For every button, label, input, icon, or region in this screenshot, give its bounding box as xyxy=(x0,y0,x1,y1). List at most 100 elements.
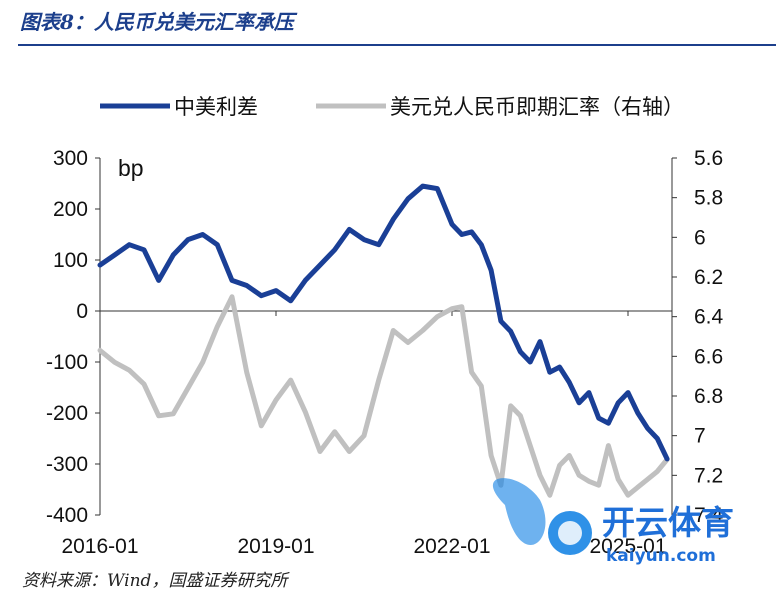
fx-point xyxy=(479,384,483,388)
spread-point xyxy=(171,253,175,257)
watermark-brand: 开云体育 xyxy=(602,503,734,542)
spread-point xyxy=(597,416,601,420)
axes-group: 300 200 100 0 -100 -200 -300 -400 5.6 5.8 6 6.2 6.4 6… xyxy=(46,147,724,558)
fx-point xyxy=(421,329,425,332)
fx-point xyxy=(450,307,454,311)
spread-point xyxy=(406,197,410,201)
spread-point xyxy=(377,243,381,247)
left-tick-label: -300 xyxy=(46,453,88,476)
spread-point xyxy=(303,278,307,282)
fx-point xyxy=(597,483,601,487)
fx-point xyxy=(157,414,161,418)
spread-point xyxy=(567,380,571,384)
legend-label-spread[interactable]: 中美利差 xyxy=(174,95,258,119)
fx-point xyxy=(558,463,562,467)
fx-point xyxy=(616,477,620,481)
right-tick-label: 6.2 xyxy=(694,266,723,289)
spread-point xyxy=(391,217,395,221)
fx-point xyxy=(186,386,190,390)
spread-point xyxy=(127,243,131,247)
spread-point xyxy=(460,233,464,236)
left-tick-label: 0 xyxy=(76,300,88,323)
fx-point xyxy=(435,315,439,319)
spread-point xyxy=(289,299,293,303)
fx-point xyxy=(274,398,278,402)
spread-point xyxy=(470,230,474,234)
spread-point xyxy=(558,365,562,369)
fx-point xyxy=(303,410,307,414)
fx-point xyxy=(646,477,650,481)
fx-point xyxy=(655,469,659,473)
legend-label-fx[interactable]: 美元兑人民币即期汇率（右轴） xyxy=(390,95,684,119)
spread-point xyxy=(636,411,640,415)
fx-point xyxy=(259,424,263,428)
unit-label: bp xyxy=(118,155,144,181)
right-tick-label: 5.6 xyxy=(694,147,723,170)
spread-point xyxy=(489,268,493,272)
spread-point xyxy=(245,284,249,287)
fx-point xyxy=(460,305,464,309)
spread-point xyxy=(215,243,219,247)
left-tick-label: 200 xyxy=(53,198,88,221)
right-tick-label: 6 xyxy=(694,226,706,249)
x-tick-label: 2016-01 xyxy=(61,535,138,558)
fx-point xyxy=(489,454,493,457)
fx-point xyxy=(577,473,581,477)
spread-point xyxy=(450,222,454,226)
fx-point xyxy=(377,378,381,382)
x-tick-label: 2019-01 xyxy=(237,535,314,558)
spread-point xyxy=(113,253,117,257)
spread-point xyxy=(362,238,366,242)
source-note: 资料来源：Wind，国盛证券研究所 xyxy=(22,571,288,591)
spread-point xyxy=(665,457,669,461)
fx-point xyxy=(538,473,542,477)
fx-point xyxy=(606,444,610,448)
fx-point xyxy=(347,450,351,453)
left-tick-label: -400 xyxy=(46,504,88,527)
left-tick-label: 300 xyxy=(53,147,88,170)
spread-point xyxy=(626,391,630,395)
fx-point xyxy=(509,404,513,408)
spread-point xyxy=(421,184,425,188)
fx-point xyxy=(142,382,146,386)
fx-point xyxy=(171,412,175,416)
right-tick-label: 6.8 xyxy=(694,385,723,408)
fx-point xyxy=(391,329,395,332)
spread-point xyxy=(528,360,532,364)
fx-point xyxy=(518,414,522,418)
spread-point xyxy=(538,340,542,344)
fx-point xyxy=(470,370,474,374)
fx-point xyxy=(318,450,322,453)
spread-point xyxy=(548,370,552,374)
fx-point xyxy=(201,360,205,364)
fx-point xyxy=(215,325,219,329)
title-underline xyxy=(18,44,776,46)
fx-point xyxy=(626,493,630,497)
fx-point xyxy=(289,378,293,382)
left-tick-label: -200 xyxy=(46,402,88,425)
spread-point xyxy=(616,401,620,405)
spread-point xyxy=(142,248,146,252)
left-tick-label: -100 xyxy=(46,351,88,374)
spread-point xyxy=(347,227,351,231)
fx-point xyxy=(636,485,640,489)
fx-point xyxy=(406,341,410,344)
series-lines xyxy=(97,183,670,498)
spread-point xyxy=(655,437,659,440)
spread-point xyxy=(518,350,522,354)
series-line-fx xyxy=(97,294,670,498)
right-tick-label: 6.6 xyxy=(694,345,723,368)
spread-point xyxy=(201,233,205,236)
spread-point xyxy=(646,426,650,430)
spread-point xyxy=(318,263,322,267)
spread-point xyxy=(479,243,483,247)
watermark-url: kaiyun.com xyxy=(606,546,716,566)
fx-point xyxy=(333,430,337,434)
fx-point xyxy=(528,444,532,448)
left-tick-label: 100 xyxy=(53,249,88,272)
spread-point xyxy=(274,289,278,293)
watermark-logo xyxy=(492,478,592,555)
x-tick-label: 2025-01 xyxy=(589,535,666,558)
right-tick-label: 5.8 xyxy=(694,187,723,210)
